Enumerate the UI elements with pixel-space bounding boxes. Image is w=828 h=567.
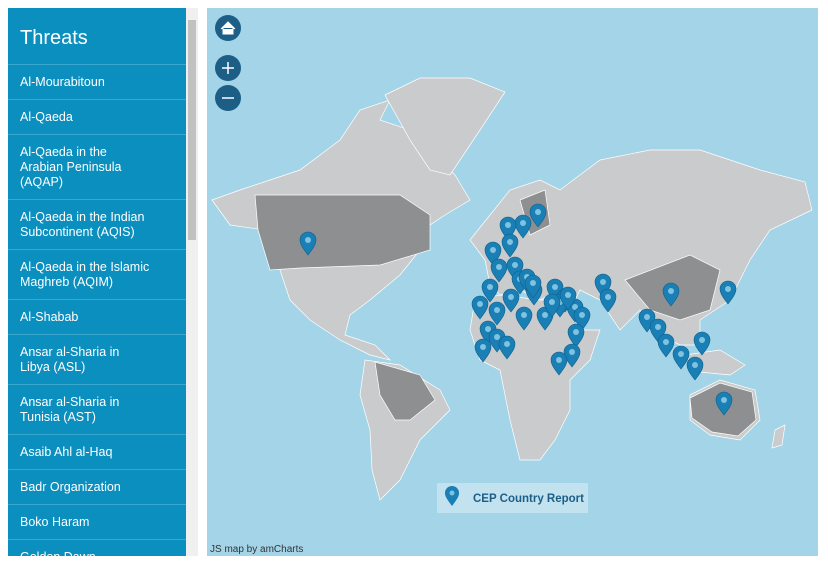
threat-label: Al-Mourabitoun xyxy=(20,75,105,89)
country-pin[interactable] xyxy=(686,356,704,381)
threat-label: (AQAP) xyxy=(20,175,64,189)
country-pin[interactable] xyxy=(501,233,519,258)
threat-item[interactable]: Asaib Ahl al-Haq xyxy=(8,434,186,469)
threat-label: Ansar al-Sharia in xyxy=(20,345,120,359)
legend-label: CEP Country Report xyxy=(473,493,584,505)
country-pin[interactable] xyxy=(490,258,508,283)
country-pin[interactable] xyxy=(672,345,690,370)
threat-label: Maghreb (AQIM) xyxy=(20,275,114,289)
map-credit[interactable]: JS map by amCharts xyxy=(210,544,303,555)
zoom-in-button[interactable] xyxy=(215,55,241,81)
country-pin[interactable] xyxy=(719,280,737,305)
country-pin[interactable] xyxy=(599,288,617,313)
country-pin[interactable] xyxy=(481,278,499,303)
threat-item[interactable]: Al-Qaeda in the Islamic Maghreb (AQIM) xyxy=(8,249,186,299)
zoom-out-button[interactable] xyxy=(215,85,241,111)
country-pin[interactable] xyxy=(715,391,733,416)
threat-item[interactable]: Al-Mourabitoun xyxy=(8,64,186,99)
country-pin[interactable] xyxy=(515,306,533,331)
threat-label: Tunisia (AST) xyxy=(20,410,96,424)
threat-item[interactable]: Al-Qaeda in the Indian Subcontinent (AQIS… xyxy=(8,199,186,249)
scroll-thumb[interactable] xyxy=(188,20,196,240)
threat-item[interactable]: Al-Shabab xyxy=(8,299,186,334)
threat-item[interactable]: Al-Qaeda xyxy=(8,99,186,134)
country-pin[interactable] xyxy=(502,288,520,313)
threat-label: Libya (ASL) xyxy=(20,360,86,374)
country-pin[interactable] xyxy=(567,323,585,348)
threat-label: Al-Qaeda in the Indian xyxy=(20,210,145,224)
country-pin[interactable] xyxy=(529,203,547,228)
map: CEP Country Report JS map by amCharts xyxy=(207,8,818,556)
sidebar-title: Threats xyxy=(20,27,88,49)
threat-label: Subcontinent (AQIS) xyxy=(20,225,135,239)
threat-item[interactable]: Ansar al-Sharia in Libya (ASL) xyxy=(8,334,186,384)
country-pin[interactable] xyxy=(657,333,675,358)
country-pin[interactable] xyxy=(662,282,680,307)
country-pin[interactable] xyxy=(514,214,532,239)
country-pin[interactable] xyxy=(563,343,581,368)
country-pin[interactable] xyxy=(474,338,492,363)
threat-list: Al-Mourabitoun Al-Qaeda Al-Qaeda in the Ara… xyxy=(8,64,186,556)
threat-label: Ansar al-Sharia in xyxy=(20,395,120,409)
country-pin[interactable] xyxy=(498,335,516,360)
country-pin[interactable] xyxy=(471,295,489,320)
threat-item[interactable]: Boko Haram xyxy=(8,504,186,539)
threat-item[interactable]: Ansar al-Sharia in Tunisia (AST) xyxy=(8,384,186,434)
threat-label: Boko Haram xyxy=(20,515,90,529)
threat-label: Al-Qaeda in the xyxy=(20,145,107,159)
country-pin[interactable] xyxy=(299,231,317,256)
country-pin[interactable] xyxy=(559,286,577,311)
country-pin[interactable] xyxy=(550,351,568,376)
country-pin[interactable] xyxy=(524,274,542,299)
threat-item[interactable]: Badr Organization xyxy=(8,469,186,504)
threat-item[interactable]: Al-Qaeda in the Arabian Peninsula (AQAP) xyxy=(8,134,186,199)
threat-item[interactable]: Golden Dawn xyxy=(8,539,186,556)
threat-label: Golden Dawn xyxy=(20,550,174,556)
threat-label: Badr Organization xyxy=(20,480,121,494)
legend: CEP Country Report xyxy=(437,483,588,513)
pins xyxy=(299,203,737,416)
threat-label: Al-Qaeda in the Islamic xyxy=(20,260,150,274)
threat-label: Al-Qaeda xyxy=(20,110,73,124)
scrollbar[interactable] xyxy=(186,8,198,556)
country-pin[interactable] xyxy=(693,331,711,356)
home-button[interactable] xyxy=(215,15,241,41)
threat-label: Asaib Ahl al-Haq xyxy=(20,445,113,459)
threat-label: Arabian Peninsula xyxy=(20,160,122,174)
threat-label: Al-Shabab xyxy=(20,310,79,324)
sidebar: Threats Al-Mourabitoun Al-Qaeda Al-Qaeda i… xyxy=(8,8,186,556)
country-pin[interactable] xyxy=(543,293,561,318)
country-pin[interactable] xyxy=(488,301,506,326)
